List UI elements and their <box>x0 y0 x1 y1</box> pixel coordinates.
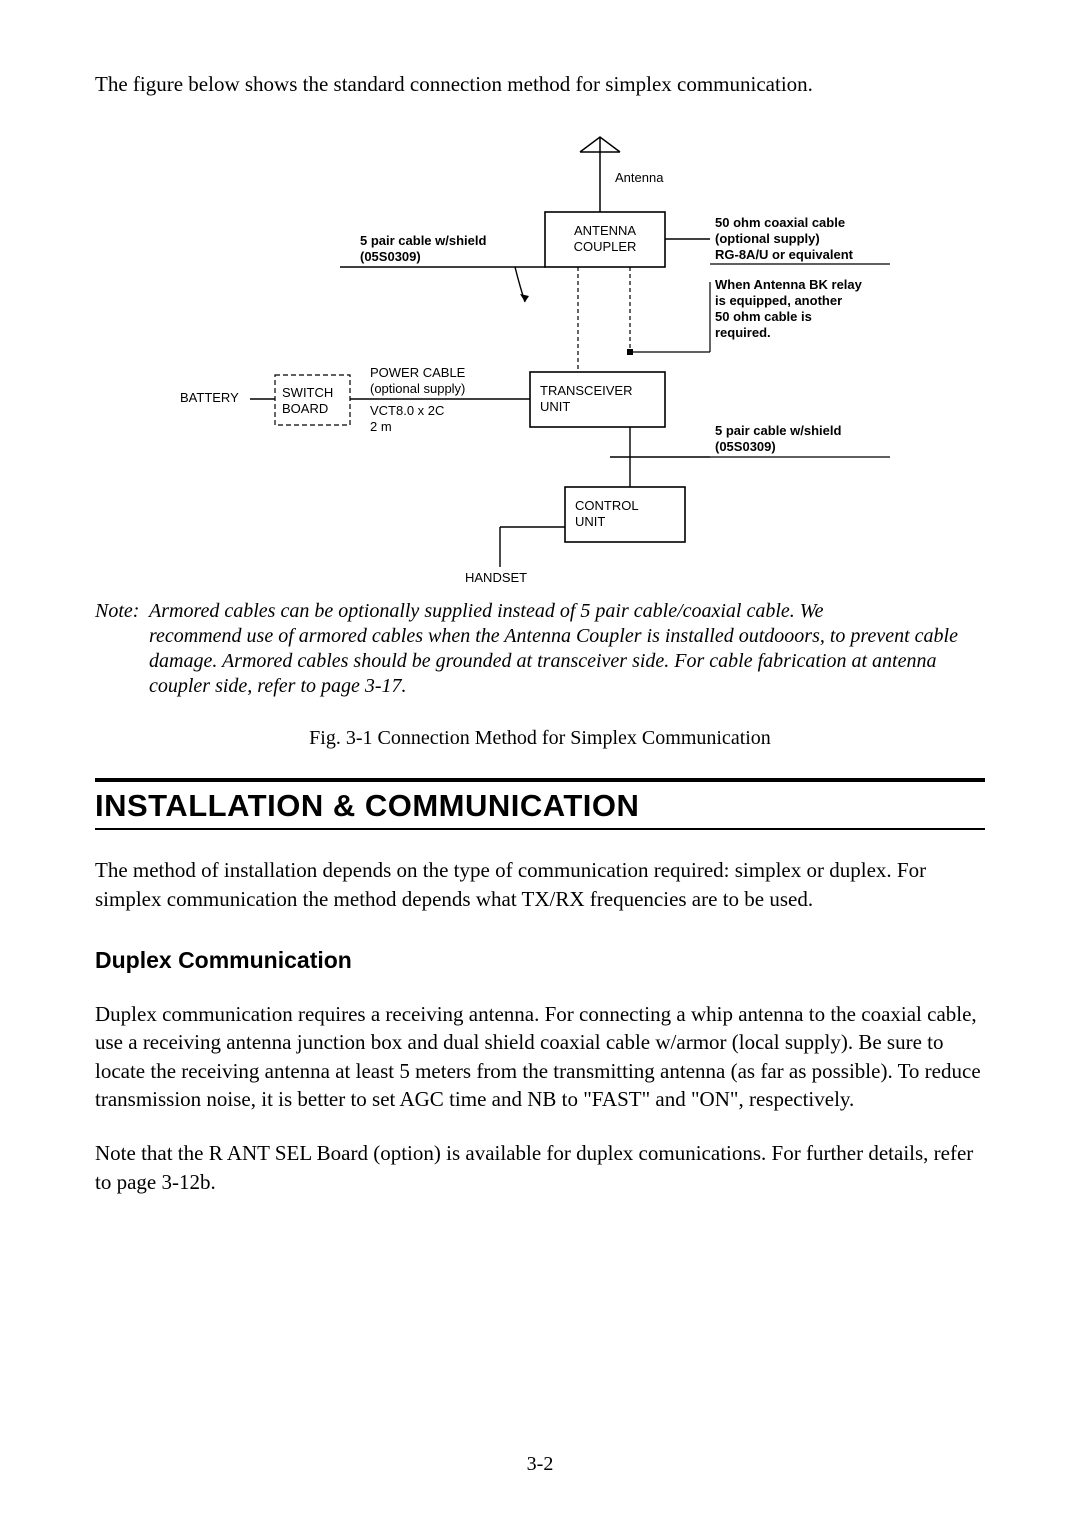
battery-label: BATTERY <box>180 390 239 405</box>
power-l1: POWER CABLE <box>370 365 466 380</box>
diagram-container: Antenna ANTENNA COUPLER 5 pair cable w/s… <box>95 127 985 587</box>
power-l3: VCT8.0 x 2C <box>370 403 444 418</box>
subsection-title: Duplex Communication <box>95 947 985 974</box>
paragraph-1: The method of installation depends on th… <box>95 856 985 913</box>
switch-l1: SWITCH <box>282 385 333 400</box>
antenna-icon <box>580 137 620 177</box>
bk-l4: required. <box>715 325 771 340</box>
connection-diagram: Antenna ANTENNA COUPLER 5 pair cable w/s… <box>170 127 910 587</box>
transceiver-l1: TRANSCEIVER <box>540 383 632 398</box>
figure-caption: Fig. 3-1 Connection Method for Simplex C… <box>95 727 985 750</box>
bk-l2: is equipped, another <box>715 293 842 308</box>
section-title: INSTALLATION & COMMUNICATION <box>95 782 985 828</box>
antenna-coupler-l1: ANTENNA <box>574 223 636 238</box>
bk-l1: When Antenna BK relay <box>715 277 863 292</box>
power-l4: 2 m <box>370 419 392 434</box>
power-l2: (optional supply) <box>370 381 465 396</box>
switch-l2: BOARD <box>282 401 328 416</box>
switch-board-box <box>275 375 350 425</box>
lower5pair-l1: 5 pair cable w/shield <box>715 423 841 438</box>
figure-note: Note:Armored cables can be optionally su… <box>95 599 985 699</box>
page-number: 3-2 <box>0 1453 1080 1476</box>
note-text-rest: recommend use of armored cables when the… <box>149 624 985 699</box>
antenna-coupler-l2: COUPLER <box>574 239 637 254</box>
cable-5pair-l2: (05S0309) <box>360 249 421 264</box>
coax-l2: (optional supply) <box>715 231 820 246</box>
antenna-label: Antenna <box>615 170 664 185</box>
coax-l1: 50 ohm coaxial cable <box>715 215 845 230</box>
note-label: Note: <box>95 599 149 624</box>
paragraph-2: Duplex communication requires a receivin… <box>95 1000 985 1113</box>
transceiver-l2: UNIT <box>540 399 570 414</box>
control-l2: UNIT <box>575 514 605 529</box>
section-rule-bottom <box>95 828 985 830</box>
handset-label: HANDSET <box>465 570 527 585</box>
cable-5pair-l1: 5 pair cable w/shield <box>360 233 486 248</box>
lower5pair-l2: (05S0309) <box>715 439 776 454</box>
note-text-first: Armored cables can be optionally supplie… <box>149 600 824 622</box>
coax-l3: RG-8A/U or equivalent <box>715 247 854 262</box>
bk-l3: 50 ohm cable is <box>715 309 812 324</box>
control-l1: CONTROL <box>575 498 639 513</box>
paragraph-3: Note that the R ANT SEL Board (option) i… <box>95 1139 985 1196</box>
intro-text: The figure below shows the standard conn… <box>95 70 985 99</box>
